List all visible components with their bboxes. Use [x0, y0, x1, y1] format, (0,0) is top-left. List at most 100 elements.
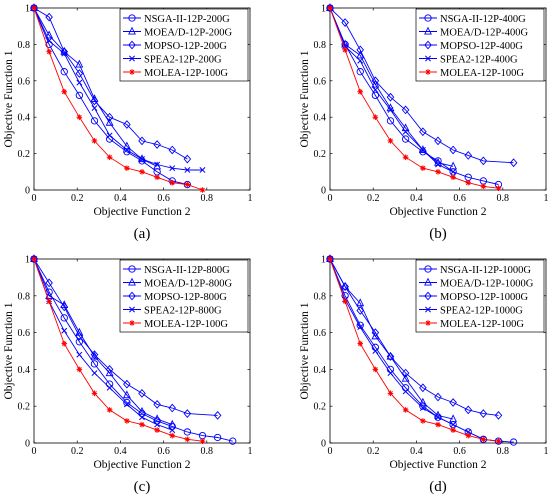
data-point	[91, 138, 98, 144]
data-point	[90, 96, 99, 106]
y-tick-label: 0.4	[314, 113, 327, 124]
data-point	[154, 421, 161, 428]
legend-entry-3: MOPSO-12P-200G	[123, 40, 227, 52]
data-point	[139, 414, 145, 421]
y-tick-label: 1	[25, 255, 30, 266]
data-point	[495, 438, 502, 444]
data-point	[46, 48, 52, 55]
data-point	[386, 352, 395, 361]
legend-marker	[424, 14, 432, 22]
data-point	[60, 47, 69, 57]
y-tick-label: 0.6	[314, 328, 327, 339]
data-point	[371, 76, 380, 86]
y-tick-label: 1	[321, 4, 326, 15]
legend-label: MOPSO-12P-1000G	[440, 292, 529, 303]
data-point	[106, 384, 113, 391]
data-point	[124, 165, 130, 171]
y-tick-label: 1	[321, 255, 326, 266]
data-point	[401, 123, 410, 132]
x-tick-label: 0.6	[453, 446, 466, 457]
legend-label: MOPSO-12P-400G	[440, 41, 523, 52]
data-point	[464, 151, 473, 160]
x-tick-label: 0.4	[410, 193, 423, 204]
data-point	[357, 88, 364, 95]
legend-label: MOEA/D-12P-400G	[440, 27, 528, 38]
data-point	[60, 302, 69, 312]
data-point	[326, 254, 334, 264]
legend-marker	[128, 277, 136, 286]
legend-label: MOLEA-12P-100G	[144, 68, 228, 79]
legend-label: MOPSO-12P-800G	[144, 292, 227, 303]
data-point	[480, 436, 487, 443]
data-point	[199, 187, 206, 193]
x-axis-label: Objective Function 2	[389, 459, 486, 471]
data-point	[450, 421, 457, 428]
y-tick-label: 0.6	[18, 328, 31, 339]
series-line	[33, 258, 233, 442]
data-point	[229, 437, 237, 445]
legend-label: SPEA2-12P-1000G	[440, 305, 523, 316]
panel-label: (d)	[429, 479, 447, 495]
data-point	[356, 68, 364, 76]
y-tick-label: 0.8	[314, 291, 327, 302]
data-point	[138, 388, 146, 398]
data-point	[154, 427, 160, 433]
legend-entry-3: MOPSO-12P-800G	[123, 291, 227, 303]
panel-label: (b)	[429, 226, 447, 242]
data-point	[106, 407, 113, 413]
data-point	[45, 278, 53, 288]
data-point	[139, 169, 145, 175]
data-point	[199, 438, 206, 444]
legend-label: SPEA2-12P-800G	[144, 305, 222, 316]
data-point	[154, 174, 160, 181]
data-point	[419, 127, 427, 137]
data-point	[169, 427, 176, 434]
data-point	[401, 135, 410, 143]
data-point	[371, 328, 380, 337]
data-point	[434, 392, 442, 402]
data-point	[60, 68, 68, 76]
legend-entry-5: MOLEA-12P-100G	[419, 319, 524, 330]
data-point	[342, 298, 348, 305]
x-axis-label: Objective Function 2	[93, 206, 190, 218]
data-point	[168, 419, 177, 428]
data-point	[435, 414, 441, 421]
data-point	[372, 114, 379, 120]
series-line	[329, 7, 499, 189]
x-tick-label: 0.2	[367, 446, 380, 457]
data-point	[138, 136, 146, 146]
legend-marker	[425, 55, 431, 62]
legend-marker	[129, 320, 135, 326]
data-point	[61, 50, 68, 57]
data-point	[357, 340, 364, 347]
series-5	[327, 256, 502, 444]
data-point	[371, 79, 380, 88]
panel-label: (a)	[134, 226, 151, 242]
data-point	[509, 158, 518, 168]
series-3	[326, 3, 518, 168]
legend-label: NSGA-II-12P-400G	[440, 14, 526, 25]
series-3	[30, 3, 192, 164]
legend: NSGA-II-12P-200G MOEA/D-12P-200G MOPSO-12P…	[119, 8, 249, 82]
data-point	[401, 105, 410, 115]
data-point	[105, 368, 114, 377]
legend-label: SPEA2-12P-200G	[144, 54, 222, 65]
data-point	[122, 141, 131, 150]
legend-entry-2: MOEA/D-12P-1000G	[419, 277, 534, 289]
x-tick-label: 0.4	[114, 193, 127, 204]
legend-entry-1: NSGA-II-12P-200G	[123, 14, 230, 25]
x-tick-label: 0.8	[497, 193, 510, 204]
legend-box	[119, 8, 249, 82]
data-point	[91, 370, 98, 377]
data-point	[356, 321, 364, 329]
y-tick-label: 0.8	[314, 40, 327, 51]
series-5	[31, 5, 206, 193]
data-point	[30, 3, 38, 13]
y-tick-label: 1	[25, 4, 30, 15]
data-point	[386, 92, 395, 102]
data-point	[75, 331, 84, 341]
data-point	[387, 390, 394, 397]
y-tick-label: 0.8	[18, 40, 31, 51]
data-point	[45, 30, 54, 39]
